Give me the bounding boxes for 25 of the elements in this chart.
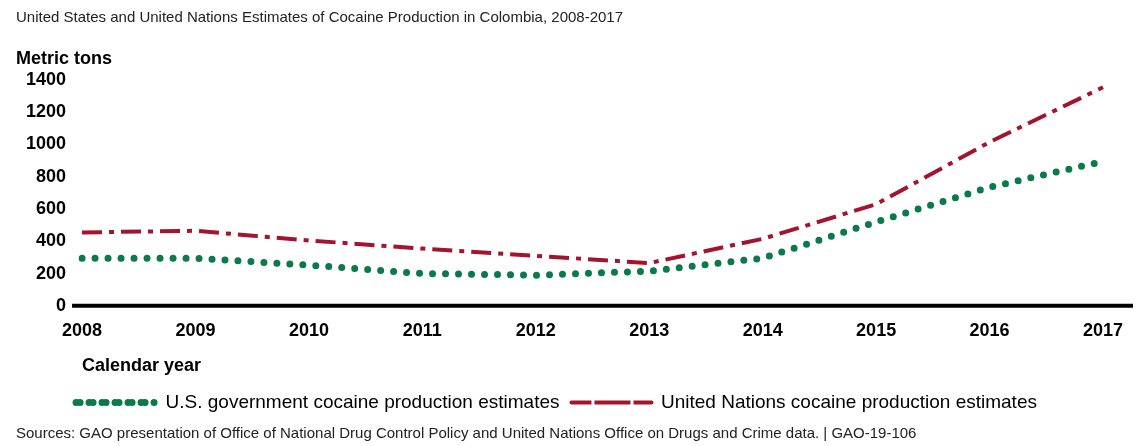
- y-tick-label: 600: [36, 198, 67, 218]
- y-axis-title: Metric tons: [16, 47, 113, 68]
- x-tick-label: 2014: [742, 319, 783, 340]
- x-tick-label: 2017: [1082, 319, 1124, 340]
- source-note: Sources: GAO presentation of Office of National Drug Control Policy and United Nations Office on Drugs and Crime data. | GAO-19-106: [16, 424, 917, 441]
- y-tick-label: 400: [36, 230, 67, 251]
- x-tick-label: 2012: [515, 319, 556, 340]
- x-tick-label: 2016: [969, 319, 1010, 340]
- x-axis-title: Calendar year: [82, 355, 202, 376]
- x-tick-label: 2015: [856, 319, 897, 340]
- x-tick-label: 2013: [629, 319, 670, 340]
- y-tick-label: 200: [36, 262, 67, 283]
- x-tick-label: 2011: [402, 319, 442, 340]
- y-tick-label: 800: [36, 165, 67, 186]
- x-tick-label: 2009: [175, 319, 216, 340]
- y-tick-label: 1200: [26, 101, 67, 122]
- x-tick-label: 2008: [62, 319, 103, 340]
- y-tick-label: 0: [56, 294, 67, 315]
- legend-label: U.S. government cocaine production estimates: [165, 390, 560, 412]
- chart-title: United States and United Nations Estimates of Cocaine Production in Colombia, 2008-2017: [16, 8, 624, 25]
- line-series: [80, 85, 1105, 266]
- y-tick-label: 1000: [26, 133, 67, 154]
- x-tick-label: 2010: [288, 319, 329, 340]
- legend-label: United Nations cocaine production estimates: [660, 390, 1037, 412]
- y-tick-label: 1400: [26, 68, 67, 89]
